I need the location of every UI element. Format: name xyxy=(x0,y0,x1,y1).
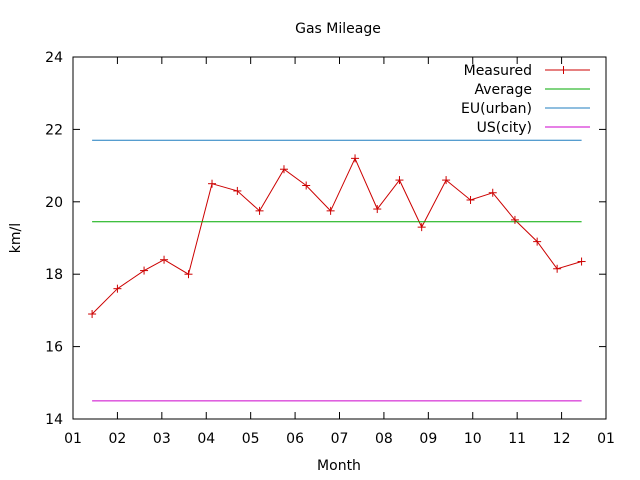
y-tick-label: 24 xyxy=(45,50,63,66)
y-tick-label: 18 xyxy=(45,267,63,283)
chart-title: Gas Mileage xyxy=(295,21,381,37)
data-point xyxy=(255,206,264,215)
data-point xyxy=(442,176,451,185)
data-point xyxy=(510,215,519,224)
x-tick-label: 04 xyxy=(197,431,215,447)
x-tick-label: 05 xyxy=(242,431,260,447)
legend-entry: Measured xyxy=(464,63,590,79)
x-tick-label: 09 xyxy=(419,431,437,447)
data-point xyxy=(88,310,97,319)
y-tick-label: 14 xyxy=(45,412,63,428)
x-tick-label: 02 xyxy=(109,431,127,447)
x-tick-label: 10 xyxy=(464,431,482,447)
measured-markers xyxy=(88,154,586,319)
data-point xyxy=(184,270,193,279)
x-tick-label: 11 xyxy=(508,431,526,447)
x-tick-label: 01 xyxy=(597,431,615,447)
legend-entry: Average xyxy=(475,82,590,98)
legend-label: Average xyxy=(475,82,533,98)
legend-label: Measured xyxy=(464,63,532,79)
data-point xyxy=(326,206,335,215)
data-point xyxy=(160,255,169,264)
x-tick-label: 03 xyxy=(153,431,171,447)
data-point xyxy=(395,176,404,185)
data-point xyxy=(233,186,242,195)
data-point xyxy=(140,266,149,275)
series-lines xyxy=(91,139,582,402)
x-tick-label: 08 xyxy=(375,431,393,447)
series-line-measured xyxy=(91,157,582,315)
data-point xyxy=(351,154,360,163)
legend-label: EU(urban) xyxy=(461,101,532,117)
x-tick-label: 12 xyxy=(553,431,571,447)
x-tick-label: 06 xyxy=(286,431,304,447)
legend: Measured Average EU(urban) US(city) xyxy=(461,63,590,136)
data-point xyxy=(466,195,475,204)
x-axis-label: Month xyxy=(317,458,361,474)
x-tick-label: 01 xyxy=(64,431,82,447)
x-tick-label: 07 xyxy=(331,431,349,447)
legend-entry: EU(urban) xyxy=(461,101,590,117)
data-point xyxy=(577,257,586,266)
data-point xyxy=(373,205,382,214)
data-point xyxy=(553,264,562,273)
axis-ticks: 14 16 18 20 22 24 01 02 03 04 05 06 07 08 09 10 11 12 01 xyxy=(45,50,615,447)
y-tick-label: 16 xyxy=(45,340,63,356)
data-point xyxy=(208,179,217,188)
y-tick-label: 20 xyxy=(45,195,63,211)
data-point xyxy=(417,223,426,232)
data-point xyxy=(279,165,288,174)
y-tick-label: 22 xyxy=(45,122,63,138)
data-point xyxy=(533,237,542,246)
legend-entry: US(city) xyxy=(477,120,590,136)
data-point xyxy=(488,188,497,197)
data-point xyxy=(302,181,311,190)
data-point xyxy=(113,284,122,293)
legend-label: US(city) xyxy=(477,120,532,136)
y-axis-label: km/l xyxy=(8,223,24,253)
